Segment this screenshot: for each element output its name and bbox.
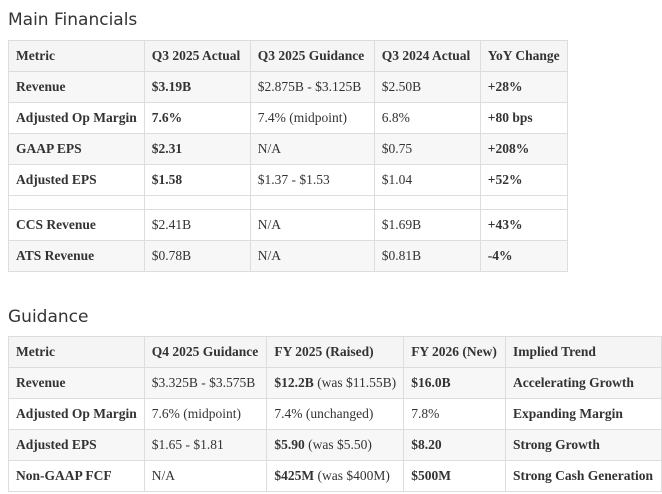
header-cell: Metric (8, 336, 145, 368)
table-cell: N/A (143, 460, 268, 492)
table-cell: $0.81B (373, 240, 481, 272)
table-cell: Expanding Margin (504, 398, 662, 430)
section-title: Guidance (8, 307, 89, 327)
table-cell: 7.4% (midpoint) (249, 102, 375, 134)
table: Metric Q3 2025 Actual Q3 2025 Guidance Q3 2… (8, 40, 568, 272)
table-cell: $2.31 (143, 133, 251, 165)
table-cell: $3.325B - $3.575B (143, 367, 268, 399)
table-cell: $500M (403, 460, 506, 492)
empty-cell (249, 195, 375, 210)
cell-note: (was $400M) (317, 468, 390, 483)
table-cell: Adjusted EPS (8, 164, 145, 196)
table-row: GAAP EPS $2.31 N/A $0.75 +208% (8, 133, 568, 165)
table-cell: 7.6% (143, 102, 251, 134)
cell-strong: $12.2B (274, 375, 314, 390)
empty-cell (479, 195, 568, 210)
header-cell: Q3 2025 Actual (143, 40, 251, 72)
table-cell: 7.4% (unchanged) (266, 398, 405, 430)
table-cell: Strong Growth (504, 429, 662, 461)
table-cell: ATS Revenue (8, 240, 145, 272)
table-cell: +80 bps (479, 102, 568, 134)
table-cell: Adjusted Op Margin (8, 102, 145, 134)
empty-cell (373, 195, 481, 210)
table-cell: $425M (was $400M) (266, 460, 405, 492)
table-cell: GAAP EPS (8, 133, 145, 165)
table-row: Adjusted EPS $1.58 $1.37 - $1.53 $1.04 +52% (8, 164, 568, 196)
table-cell: 7.8% (403, 398, 506, 430)
header-cell: Q3 2024 Actual (373, 40, 481, 72)
table-cell: Adjusted EPS (8, 429, 145, 461)
cell-strong: $5.90 (274, 437, 305, 452)
header-cell: Implied Trend (504, 336, 662, 368)
table-cell: Non-GAAP FCF (8, 460, 145, 492)
table-cell: Revenue (8, 367, 145, 399)
table-cell: $12.2B (was $11.55B) (266, 367, 405, 399)
header-row: Metric Q3 2025 Actual Q3 2025 Guidance Q3 2… (8, 40, 568, 72)
table-cell: 6.8% (373, 102, 481, 134)
table-cell: $2.875B - $3.125B (249, 71, 375, 103)
table-cell: CCS Revenue (8, 209, 145, 241)
table-cell: $1.04 (373, 164, 481, 196)
table-row: Adjusted Op Margin 7.6% 7.4% (midpoint) 6.8… (8, 102, 568, 134)
cell-strong: $425M (274, 468, 315, 483)
table-cell: N/A (249, 240, 375, 272)
empty-cell (143, 195, 251, 210)
table-cell: $1.69B (373, 209, 481, 241)
table-cell: $0.75 (373, 133, 481, 165)
empty-cell (8, 195, 145, 210)
table-row: Non-GAAP FCF N/A $425M (was $400M) $500M Str… (8, 460, 662, 492)
table-cell: $2.41B (143, 209, 251, 241)
table-cell: Strong Cash Generation (504, 460, 662, 492)
header-cell: FY 2025 (Raised) (266, 336, 405, 368)
cell-note: (was $5.50) (308, 437, 372, 452)
table-cell: Accelerating Growth (504, 367, 662, 399)
table-cell: $2.50B (373, 71, 481, 103)
table-row: Revenue $3.19B $2.875B - $3.125B $2.50B +28% (8, 71, 568, 103)
table-cell: $0.78B (143, 240, 251, 272)
header-row: Metric Q4 2025 Guidance FY 2025 (Raised) FY… (8, 336, 662, 368)
table-row: Adjusted Op Margin 7.6% (midpoint) 7.4% (u… (8, 398, 662, 430)
table-cell: +208% (479, 133, 568, 165)
table-cell: N/A (249, 133, 375, 165)
cell-note: (was $11.55B) (317, 375, 397, 390)
table-cell: $8.20 (403, 429, 506, 461)
table-cell: N/A (249, 209, 375, 241)
table-row: Adjusted EPS $1.65 - $1.81 $5.90 (was $5.5… (8, 429, 662, 461)
table-cell: +52% (479, 164, 568, 196)
table: Metric Q4 2025 Guidance FY 2025 (Raised) FY… (8, 336, 662, 492)
header-cell: Metric (8, 40, 145, 72)
table-cell: $5.90 (was $5.50) (266, 429, 405, 461)
table-row: Revenue $3.325B - $3.575B $12.2B (was $11.… (8, 367, 662, 399)
header-cell: Q4 2025 Guidance (143, 336, 268, 368)
table-cell: Revenue (8, 71, 145, 103)
table-cell: $16.0B (403, 367, 506, 399)
table-cell: +43% (479, 209, 568, 241)
table-cell: $3.19B (143, 71, 251, 103)
table-row: CCS Revenue $2.41B N/A $1.69B +43% (8, 209, 568, 241)
table-cell: 7.6% (midpoint) (143, 398, 268, 430)
table-cell: $1.58 (143, 164, 251, 196)
section-title: Main Financials (8, 10, 138, 30)
table-row (8, 195, 568, 210)
table-cell: Adjusted Op Margin (8, 398, 145, 430)
header-cell: YoY Change (479, 40, 568, 72)
table-cell: -4% (479, 240, 568, 272)
table-cell: $1.65 - $1.81 (143, 429, 268, 461)
header-cell: FY 2026 (New) (403, 336, 506, 368)
table-cell: $1.37 - $1.53 (249, 164, 375, 196)
table-cell: +28% (479, 71, 568, 103)
header-cell: Q3 2025 Guidance (249, 40, 375, 72)
table-row: ATS Revenue $0.78B N/A $0.81B -4% (8, 240, 568, 272)
